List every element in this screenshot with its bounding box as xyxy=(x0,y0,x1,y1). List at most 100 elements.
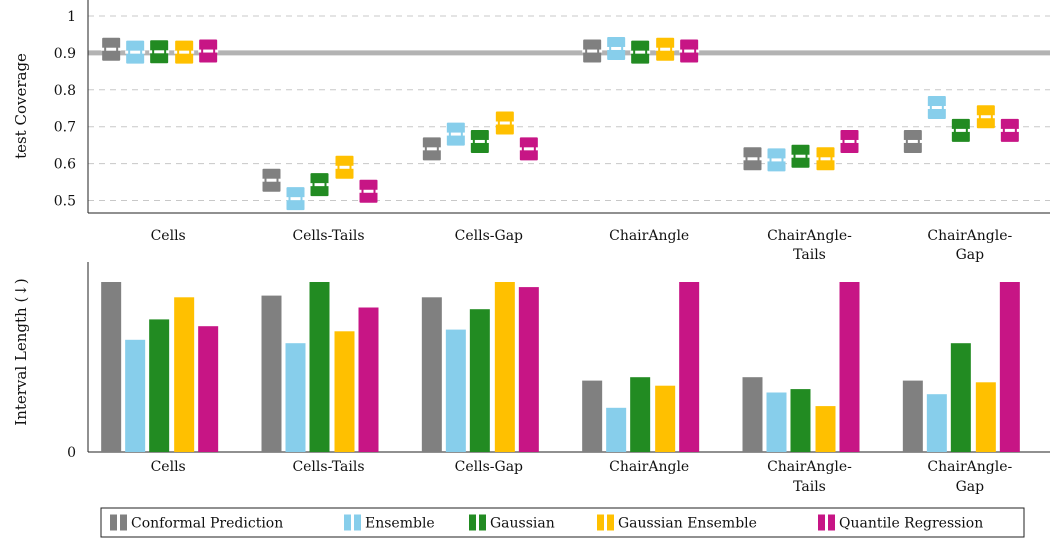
marker-notch xyxy=(611,46,622,50)
marker-notch xyxy=(363,189,374,193)
coverage-marker xyxy=(999,118,1020,142)
marker-notch xyxy=(261,178,265,182)
marker-notch xyxy=(309,183,313,187)
marker-notch xyxy=(535,147,539,151)
marker-notch xyxy=(783,158,787,162)
marker-notch xyxy=(955,128,966,132)
y-tick-label: 0.8 xyxy=(54,83,76,99)
marker-notch xyxy=(130,50,141,54)
marker-notch xyxy=(635,50,646,54)
category-label: Gap xyxy=(956,479,985,495)
coverage-marker xyxy=(421,137,442,161)
legend-label: Gaussian Ensemble xyxy=(618,516,757,532)
coverage-marker xyxy=(309,173,330,197)
legend-swatch xyxy=(818,514,825,531)
marker-notch xyxy=(314,183,325,187)
marker-notch xyxy=(742,157,746,161)
marker-notch xyxy=(844,139,855,143)
coverage-marker xyxy=(655,37,676,61)
marker-notch xyxy=(334,165,338,169)
marker-notch xyxy=(203,49,214,53)
category-label: ChairAngle xyxy=(609,459,689,475)
marker-notch xyxy=(351,165,355,169)
category-label: Cells xyxy=(151,459,186,475)
legend-swatch xyxy=(344,514,351,531)
marker-notch xyxy=(1016,128,1020,132)
marker-notch xyxy=(174,50,178,54)
marker-notch xyxy=(839,139,843,143)
category-label: ChairAngle- xyxy=(927,459,1012,475)
marker-notch xyxy=(438,147,442,151)
marker-notch xyxy=(302,197,306,201)
y-tick-label: 0 xyxy=(67,445,76,461)
legend-label: Gaussian xyxy=(490,516,555,532)
marker-notch xyxy=(795,154,806,158)
marker-notch xyxy=(696,49,700,53)
marker-notch xyxy=(142,50,146,54)
marker-notch xyxy=(198,49,202,53)
bar xyxy=(999,282,1020,452)
marker-notch xyxy=(660,47,671,51)
marker-notch xyxy=(902,139,906,143)
marker-notch xyxy=(759,157,763,161)
coverage-marker xyxy=(125,40,146,64)
coverage-marker xyxy=(149,40,170,64)
coverage-marker xyxy=(630,40,651,64)
coverage-marker xyxy=(790,144,811,168)
marker-notch xyxy=(375,189,379,193)
category-label: ChairAngle xyxy=(609,228,689,244)
coverage-marker xyxy=(582,39,603,63)
bar xyxy=(149,319,170,452)
coverage-marker xyxy=(975,105,996,129)
y-tick-label: 0.7 xyxy=(54,120,76,136)
coverage-marker xyxy=(606,36,627,60)
bar xyxy=(334,331,355,452)
coverage-marker xyxy=(494,111,515,135)
marker-notch xyxy=(278,178,282,182)
category-label: Cells-Gap xyxy=(455,459,523,475)
marker-notch xyxy=(339,165,350,169)
marker-notch xyxy=(975,115,979,119)
marker-notch xyxy=(820,157,831,161)
coverage-marker xyxy=(742,147,763,171)
marker-notch xyxy=(747,157,758,161)
coverage-marker xyxy=(469,129,490,153)
y-tick-label: 1 xyxy=(67,9,76,25)
legend-swatch xyxy=(120,514,127,531)
marker-notch xyxy=(421,147,425,151)
marker-notch xyxy=(980,115,991,119)
bar xyxy=(902,380,923,452)
marker-notch xyxy=(450,132,461,136)
bar xyxy=(839,282,860,452)
marker-notch xyxy=(907,139,918,143)
marker-notch xyxy=(655,47,659,51)
marker-notch xyxy=(191,50,195,54)
bar xyxy=(518,287,539,452)
y-axis-label: test Coverage xyxy=(12,53,30,159)
category-label: Cells xyxy=(151,228,186,244)
marker-notch xyxy=(672,47,676,51)
marker-notch xyxy=(285,197,289,201)
marker-notch xyxy=(445,132,449,136)
coverage-marker xyxy=(285,187,306,211)
category-label: Cells-Gap xyxy=(455,228,523,244)
marker-notch xyxy=(179,50,190,54)
y-axis-label: Interval Length (↓) xyxy=(12,278,30,425)
category-label: ChairAngle- xyxy=(927,228,1012,244)
bar xyxy=(358,307,379,452)
coverage-marker xyxy=(815,147,836,171)
legend-swatch xyxy=(828,514,835,531)
category-label: ChairAngle- xyxy=(767,228,852,244)
marker-notch xyxy=(326,183,330,187)
marker-notch xyxy=(943,106,947,110)
marker-notch xyxy=(856,139,860,143)
bar xyxy=(582,380,603,452)
legend-item: Gaussian Ensemble xyxy=(597,514,757,532)
marker-notch xyxy=(679,49,683,53)
marker-notch xyxy=(1004,128,1015,132)
legend-swatch xyxy=(469,514,476,531)
marker-notch xyxy=(926,106,930,110)
legend-swatch xyxy=(597,514,604,531)
bar xyxy=(101,282,122,452)
marker-notch xyxy=(931,106,942,110)
